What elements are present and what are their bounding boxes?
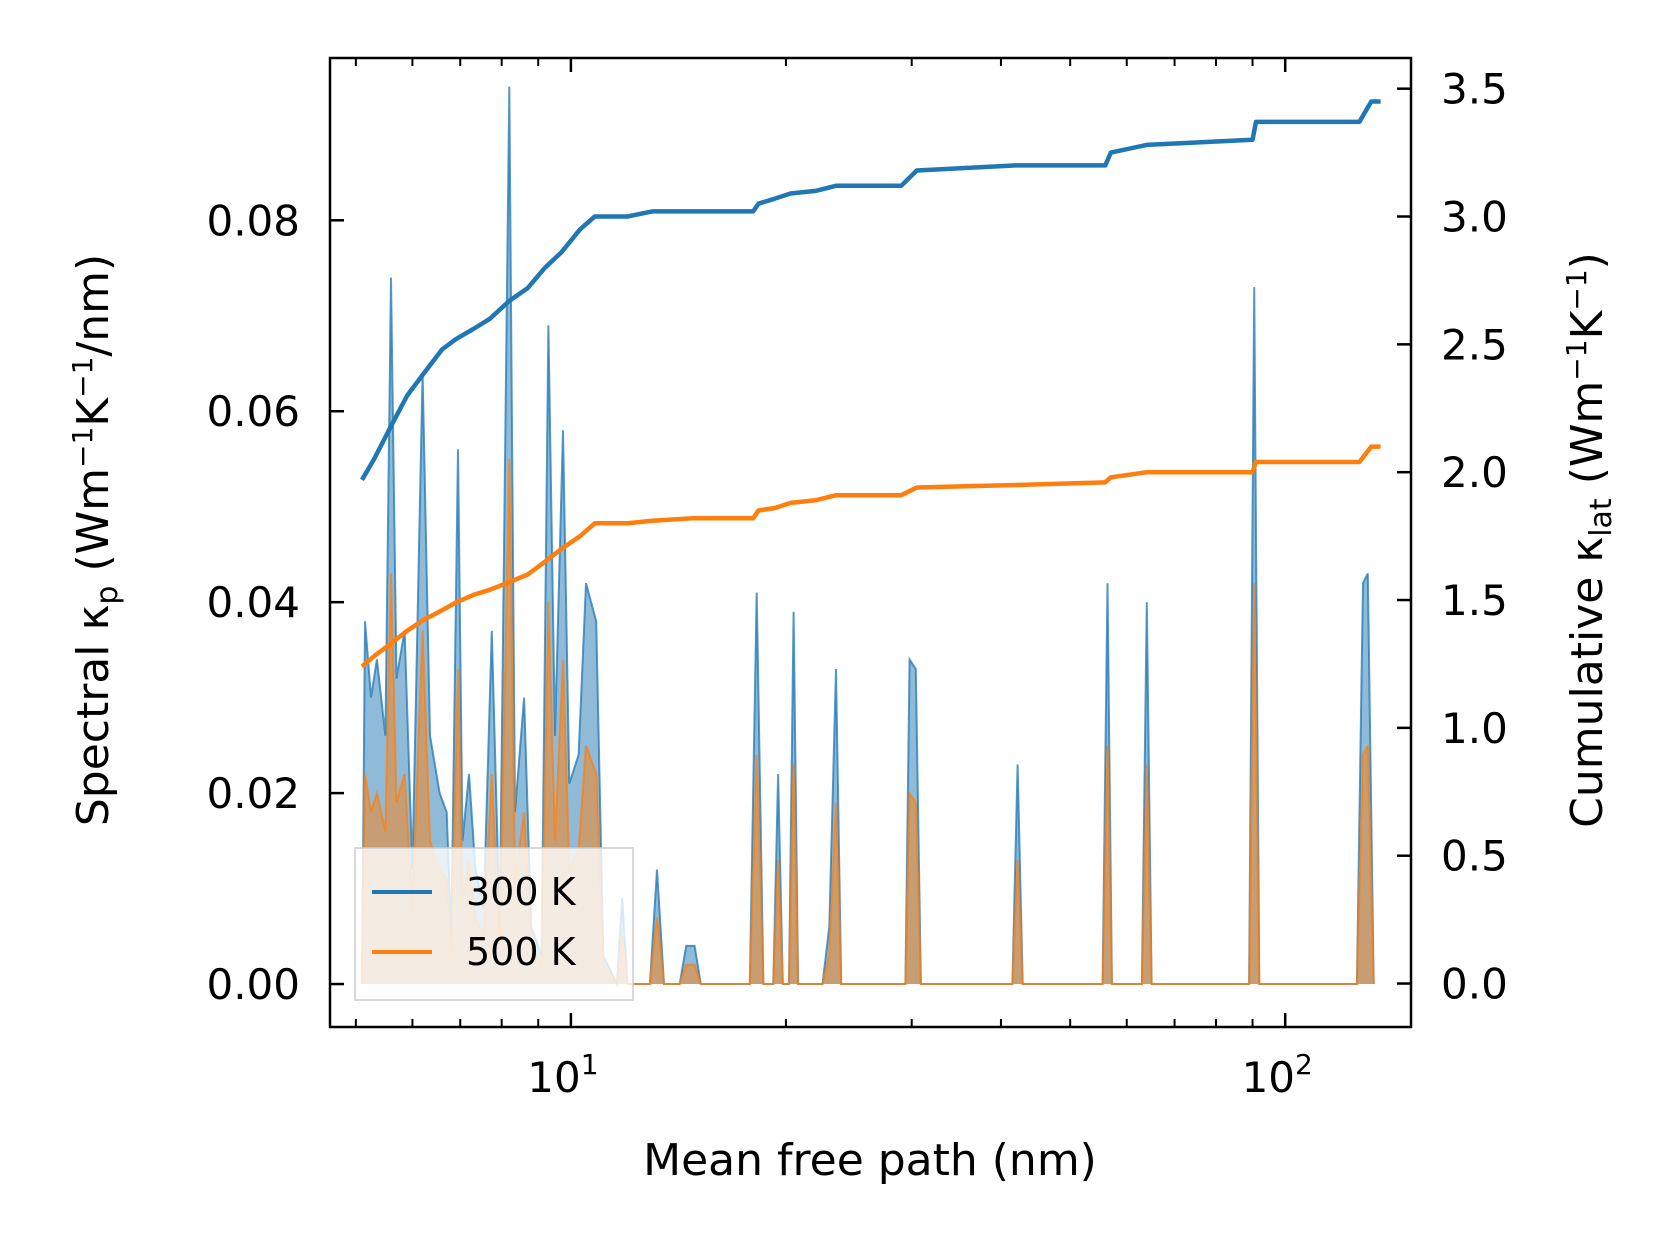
left-y-title-unit-c: /nm) — [68, 254, 119, 357]
legend-label-300k: 300 K — [466, 870, 577, 914]
x-tick-label: 101 — [527, 1048, 598, 1102]
cumulative-line-300k — [360, 99, 1381, 482]
right-y-tick-label: 1.5 — [1441, 576, 1508, 625]
x-tick-label-base: 10 — [527, 1053, 580, 1102]
left-y-title-unit-a: (Wm — [68, 468, 119, 586]
plot-frame — [328, 56, 1413, 1029]
left-y-title-sub: p — [90, 586, 125, 605]
right-y-tick-label: 2.5 — [1441, 320, 1508, 369]
right-y-title-unit-a: (Wm — [1562, 381, 1613, 499]
left-y-title-main: Spectral κ — [68, 605, 119, 827]
right-y-title-sup-a: −1 — [1560, 339, 1593, 380]
left-y-axis-title: Spectral κp (Wm−1K−1/nm) — [66, 254, 125, 826]
right-y-title-sub: lat — [1584, 498, 1619, 537]
right-y-tick-label: 1.0 — [1441, 704, 1508, 753]
right-y-title-sup-b: −1 — [1560, 269, 1593, 310]
left-y-tick-label: 0.00 — [206, 960, 300, 1009]
left-y-title-sup-a: −1 — [66, 427, 99, 468]
right-y-tick-label: 0.0 — [1441, 960, 1508, 1009]
right-y-title-unit-b: K — [1562, 309, 1613, 339]
x-tick-label: 102 — [1242, 1048, 1313, 1102]
left-y-title-unit-b: K — [68, 397, 119, 427]
right-y-title-unit-c: ) — [1562, 252, 1613, 269]
legend: 300 K 500 K — [354, 847, 634, 1001]
x-tick-label-exponent: 2 — [1295, 1048, 1313, 1081]
right-y-tick-label: 2.0 — [1441, 448, 1508, 497]
right-y-axis-title: Cumulative κlat (Wm−1K−1) — [1560, 252, 1619, 828]
axes: 0.00 0.02 0.04 0.06 0.08 0.0 0.5 1.0 1.5 2.0 2.5 3.… — [206, 56, 1508, 1102]
right-y-tick-label: 3.0 — [1441, 193, 1508, 242]
cumulative-line-500k — [360, 444, 1381, 669]
right-y-title-main: Cumulative κ — [1562, 537, 1613, 828]
x-tick-label-base: 10 — [1242, 1053, 1295, 1102]
legend-label-500k: 500 K — [466, 930, 577, 974]
right-y-tick-label: 3.5 — [1441, 65, 1508, 114]
left-y-tick-label: 0.06 — [206, 387, 300, 436]
legend-frame — [354, 847, 634, 1001]
left-y-tick-label: 0.04 — [206, 578, 300, 627]
x-tick-label-exponent: 1 — [581, 1048, 599, 1081]
left-y-tick-label: 0.08 — [206, 196, 300, 245]
left-y-title-sup-b: −1 — [66, 357, 99, 398]
left-y-tick-label: 0.02 — [206, 769, 300, 818]
right-y-tick-label: 0.5 — [1441, 832, 1508, 881]
x-axis-title: Mean free path (nm) — [643, 1135, 1097, 1186]
